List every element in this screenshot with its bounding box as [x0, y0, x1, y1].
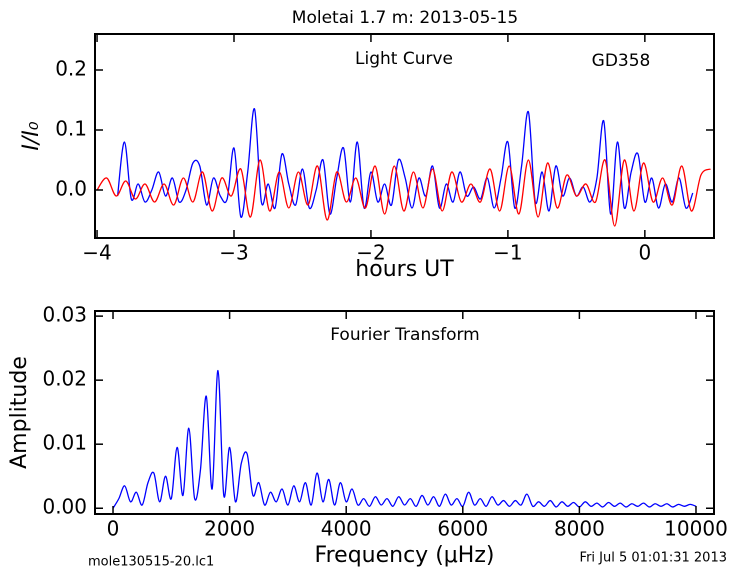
annotation: Fourier Transform [330, 325, 479, 345]
x-tick-label: −1 [493, 241, 522, 265]
x-axis-label: Frequency (μHz) [315, 543, 495, 568]
y-axis-label: I/I₀ [19, 121, 44, 150]
y-tick-label: 0.0 [55, 177, 87, 201]
annotation: Light Curve [355, 49, 453, 69]
x-axis-label: hours UT [355, 257, 454, 282]
x-tick-label: 0 [638, 241, 651, 265]
annotation: GD358 [592, 51, 651, 71]
x-tick-label: 4000 [321, 517, 372, 541]
data-line [96, 159, 711, 227]
x-tick-label: 8000 [554, 517, 605, 541]
axes-frame [94, 33, 715, 239]
data-line [112, 369, 697, 509]
axes-frame [94, 310, 715, 515]
footer-date: Fri Jul 5 01:01:31 2013 [580, 551, 727, 566]
y-axis-label: Amplitude [7, 356, 32, 469]
data-line [116, 108, 694, 218]
x-tick-label: 6000 [437, 517, 488, 541]
x-tick-label: −2 [356, 241, 385, 265]
x-tick-label: 0 [107, 517, 120, 541]
y-tick-label: 0.02 [42, 367, 87, 391]
y-tick-label: 0.03 [42, 303, 87, 327]
figure-title: Moletai 1.7 m: 2013-05-15 [292, 8, 518, 28]
footer-file: mole130515-20.lc1 [88, 555, 214, 570]
plot-area [112, 369, 697, 509]
y-tick-label: 0.01 [42, 431, 87, 455]
x-tick-label: 10000 [664, 517, 728, 541]
y-tick-label: 0.00 [42, 495, 87, 519]
x-tick-label: 2000 [204, 517, 255, 541]
plot-area [96, 108, 711, 227]
x-tick-label: −3 [219, 241, 248, 265]
x-tick-label: −4 [82, 241, 111, 265]
y-tick-label: 0.1 [55, 117, 87, 141]
y-tick-label: 0.2 [55, 57, 87, 81]
